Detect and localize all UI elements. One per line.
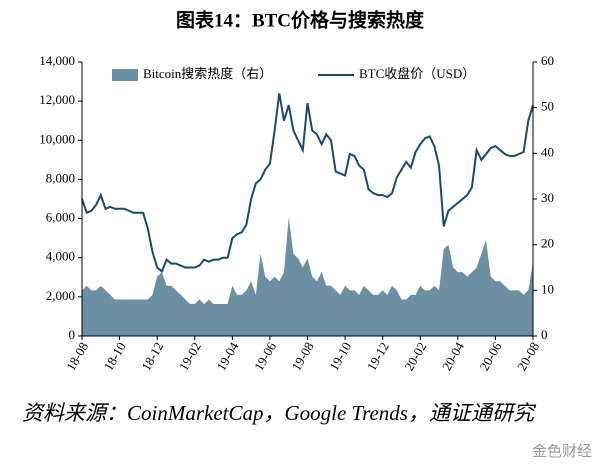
line — [81, 93, 534, 274]
y2-tick-label: 10 — [541, 281, 554, 296]
x-tick-label: 18-08 — [63, 339, 91, 373]
chart: 图表14：BTC价格与搜索热度 0 2,000 4,000 6,000 8,000 10,… — [39, 8, 554, 373]
x-tick-label: 18-10 — [101, 339, 129, 373]
x-tick-label: 20-02 — [401, 339, 429, 373]
y-tick-label: 12,000 — [39, 92, 75, 107]
x-tick-label: 20-08 — [514, 339, 542, 373]
y-tick-label: 4,000 — [46, 249, 75, 264]
y2-tick-label: 20 — [541, 236, 554, 251]
y2-tick-label: 60 — [541, 53, 554, 68]
source: 资料来源：CoinMarketCap，Google Trends，通证通研究 — [22, 401, 534, 425]
y-tick-label: 6,000 — [46, 210, 75, 225]
y-tick-label: 10,000 — [39, 131, 75, 146]
y2-tick-label: 30 — [541, 190, 554, 205]
y2-tick-label: 0 — [541, 327, 548, 342]
x-tick-label: 19-12 — [364, 339, 392, 373]
chart-title: 图表14：BTC价格与搜索热度 — [176, 8, 425, 31]
y-tick-label: 2,000 — [46, 288, 75, 303]
x-tick-label: 19-04 — [213, 339, 241, 373]
x-tick-label: 19-06 — [251, 339, 279, 373]
x-tick-label: 19-02 — [176, 339, 204, 373]
legend-swatch — [112, 69, 138, 81]
legend-label: Bitcoin搜索热度（右） — [143, 66, 272, 81]
x-tick-label: 19-08 — [289, 339, 317, 373]
y-tick-label: 8,000 — [46, 170, 75, 185]
y2-tick-label: 50 — [541, 99, 554, 114]
y-tick-label: 0 — [69, 327, 76, 342]
x-tick-label: 20-06 — [476, 339, 504, 373]
logo: 金色财经 — [531, 442, 592, 460]
area — [82, 217, 533, 336]
legend-label: BTC收盘价（USD） — [359, 66, 475, 81]
y2-tick-label: 40 — [541, 144, 554, 159]
x-tick-label: 20-04 — [439, 339, 467, 373]
x-tick-label: 19-10 — [326, 339, 354, 373]
y-tick-label: 14,000 — [39, 53, 75, 68]
x-tick-label: 18-12 — [138, 339, 166, 373]
